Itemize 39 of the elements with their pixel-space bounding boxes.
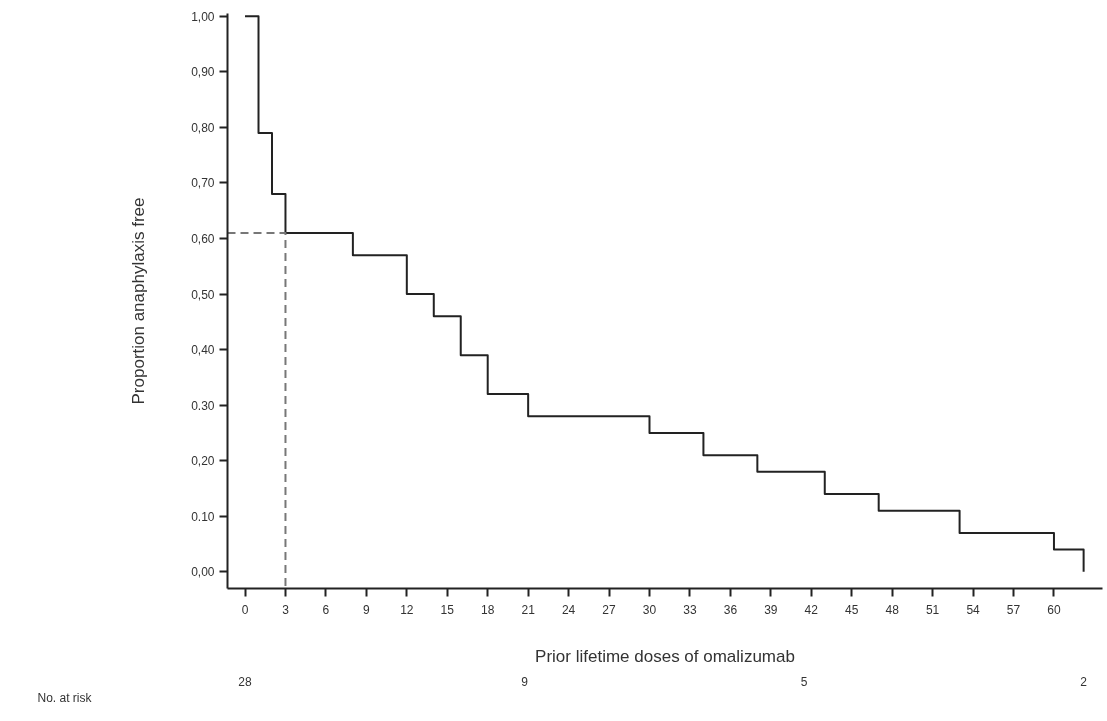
x-tick-label: 33	[683, 602, 697, 617]
text: 28	[238, 674, 253, 689]
y-tick-label: 0,60	[191, 232, 215, 246]
x-tick-label: 27	[602, 602, 617, 617]
x-tick-label: 30	[642, 602, 657, 617]
x-tick-label: 3	[282, 602, 290, 617]
text: 2	[1080, 674, 1088, 689]
y-axis-title: Proportion anaphylaxis free	[129, 197, 149, 405]
x-tick-label: 39	[764, 602, 778, 617]
y-tick-label: 1,00	[191, 9, 215, 24]
y-tick-label: 0,00	[191, 565, 215, 580]
x-tick-label: 54	[966, 602, 981, 617]
x-tick-label: 12	[400, 602, 414, 617]
x-tick-label: 9	[363, 602, 371, 617]
text: No. at risk	[37, 690, 93, 705]
y-tick-label: 0.30	[191, 398, 215, 413]
x-tick-label: 6	[322, 602, 330, 617]
x-tick-label: 21	[521, 602, 536, 617]
x-tick-label: 0	[241, 602, 249, 617]
x-tick-label: 42	[804, 602, 819, 617]
x-tick-label: 24	[561, 602, 576, 617]
x-tick-label: 15	[440, 602, 455, 617]
x-tick-label: 57	[1006, 602, 1021, 617]
x-tick-label: 18	[481, 602, 495, 617]
y-tick-label: 0,20	[191, 454, 215, 469]
y-tick-label: 0,70	[191, 176, 215, 191]
x-tick-label: 45	[845, 602, 859, 617]
y-tick-label: 0.10	[191, 509, 215, 524]
y-tick-label: 0,80	[191, 120, 215, 135]
x-tick-label: 51	[925, 602, 940, 617]
text: 5	[800, 674, 808, 689]
x-tick-label: 36	[723, 602, 738, 617]
y-tick-label: 0,40	[191, 343, 215, 358]
x-tick-label: 60	[1047, 602, 1061, 617]
y-tick-label: 0,50	[191, 287, 215, 302]
y-tick-label: 0,90	[191, 65, 215, 80]
text: 9	[521, 674, 529, 689]
x-tick-label: 48	[885, 602, 900, 617]
x-axis-title: Prior lifetime doses of omalizumab	[535, 646, 795, 666]
